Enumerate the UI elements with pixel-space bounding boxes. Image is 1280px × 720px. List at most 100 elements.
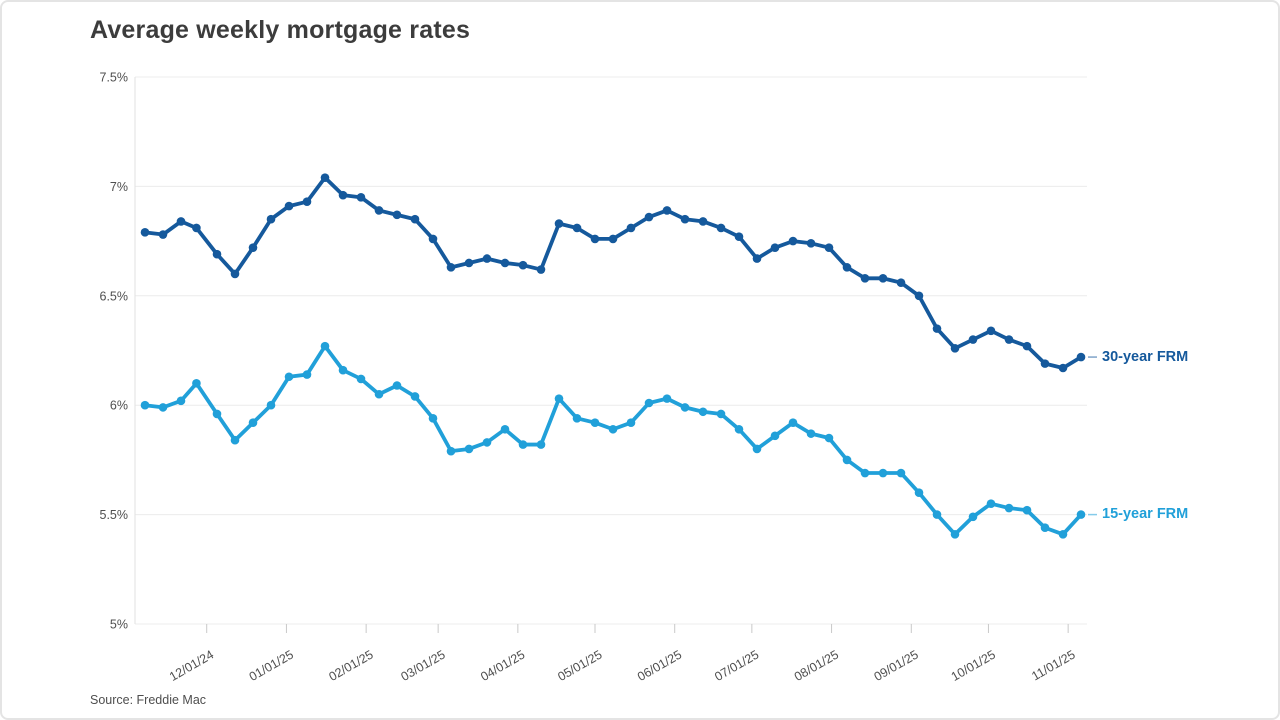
data-point	[842, 455, 852, 465]
x-axis-tick-label: 08/01/25	[792, 647, 841, 683]
x-axis-tick-label: 12/01/24	[167, 647, 216, 683]
data-point	[860, 468, 870, 478]
data-point	[284, 372, 294, 382]
data-point	[716, 223, 726, 233]
x-axis-tick-label: 05/01/25	[555, 647, 604, 683]
data-point	[806, 238, 816, 248]
data-point	[806, 429, 816, 438]
data-point	[410, 392, 420, 401]
x-axis-tick-label: 03/01/25	[398, 647, 447, 683]
data-point	[192, 379, 201, 388]
data-point	[824, 243, 834, 252]
data-point	[878, 468, 888, 478]
data-point	[230, 269, 240, 279]
data-point	[788, 418, 798, 428]
data-point	[914, 291, 924, 301]
data-point	[284, 201, 294, 211]
data-point	[572, 223, 582, 233]
data-point	[392, 210, 402, 220]
data-point	[212, 249, 222, 259]
data-point	[554, 219, 564, 228]
source-note: Source: Freddie Mac	[90, 693, 207, 707]
legend-15-year-frm: 15-year FRM	[1102, 506, 1189, 523]
data-point	[626, 418, 636, 428]
data-point	[1058, 529, 1068, 539]
data-point	[302, 197, 312, 207]
legend-30-year-frm: 30-year FRM	[1102, 348, 1189, 365]
data-point	[896, 468, 906, 478]
data-point	[950, 344, 960, 353]
data-point	[986, 326, 996, 336]
data-point	[770, 431, 780, 441]
data-point	[410, 214, 420, 224]
data-point	[914, 488, 924, 498]
data-point	[1076, 352, 1086, 362]
data-point	[734, 232, 744, 242]
data-point	[1004, 335, 1014, 344]
data-point	[338, 365, 348, 375]
data-point	[338, 190, 348, 200]
data-point	[1022, 341, 1032, 351]
data-point	[374, 389, 384, 399]
data-point	[536, 265, 546, 274]
data-point	[878, 273, 888, 283]
data-point	[824, 433, 834, 443]
data-point	[374, 206, 384, 215]
data-point	[896, 278, 906, 287]
data-point	[626, 223, 636, 233]
data-point	[302, 370, 312, 379]
page-title: Average weekly mortgage rates	[90, 16, 471, 44]
x-axis-tick-label: 04/01/25	[478, 647, 527, 683]
data-point	[212, 409, 222, 419]
data-point	[446, 263, 456, 272]
data-point	[266, 400, 276, 410]
data-point	[482, 254, 492, 263]
data-point	[446, 446, 456, 456]
x-axis-tick-label: 10/01/25	[949, 647, 998, 683]
x-axis-tick-label: 06/01/25	[635, 647, 684, 683]
data-point	[644, 212, 654, 222]
data-point	[590, 418, 600, 428]
x-axis-tick-label: 11/01/25	[1029, 647, 1077, 683]
data-point	[608, 234, 618, 244]
data-point	[734, 424, 744, 434]
data-point	[968, 512, 978, 522]
data-point	[500, 258, 510, 268]
data-point	[230, 435, 240, 445]
data-point	[536, 440, 546, 449]
y-axis-tick-label: 7%	[110, 180, 128, 194]
data-point	[464, 258, 474, 268]
data-point	[788, 236, 798, 246]
data-point	[968, 335, 978, 344]
data-point	[176, 396, 186, 406]
data-point	[248, 243, 258, 252]
data-point	[158, 403, 168, 412]
data-point	[716, 409, 726, 419]
data-point	[1040, 523, 1050, 533]
data-point	[500, 424, 510, 434]
data-point	[392, 381, 402, 390]
data-point	[662, 394, 672, 403]
data-point	[680, 214, 690, 224]
data-point	[554, 394, 564, 403]
x-axis-tick-label: 09/01/25	[872, 647, 921, 683]
data-point	[608, 424, 618, 434]
data-point	[662, 206, 672, 215]
data-point	[482, 438, 492, 447]
data-point	[140, 400, 150, 410]
x-axis-tick-label: 02/01/25	[326, 647, 375, 683]
y-axis-tick-label: 6%	[110, 399, 128, 413]
data-point	[932, 324, 942, 333]
y-axis-tick-label: 7.5%	[100, 71, 129, 85]
data-point	[1022, 505, 1032, 515]
data-point	[320, 341, 330, 351]
data-point	[320, 173, 330, 182]
x-axis-tick-label: 07/01/25	[712, 647, 761, 683]
data-point	[986, 499, 996, 508]
series-line	[143, 344, 1083, 537]
data-point	[1076, 510, 1086, 519]
data-point	[140, 228, 150, 237]
data-point	[698, 407, 708, 417]
